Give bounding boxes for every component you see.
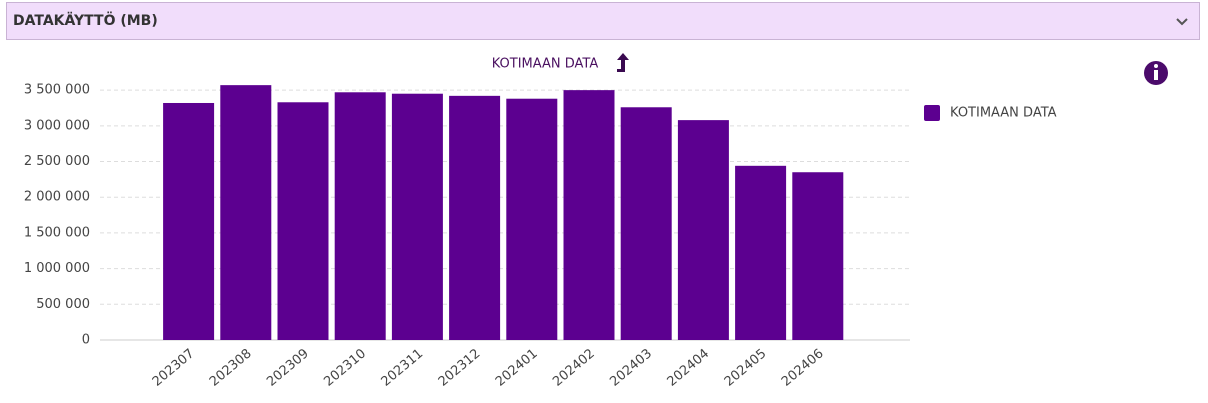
section-header[interactable]: DATAKÄYTTÖ (MB) xyxy=(6,2,1200,40)
chart-title: KOTIMAAN DATA xyxy=(492,57,599,72)
y-tick-label: 1 500 000 xyxy=(24,225,90,240)
bar xyxy=(334,92,386,341)
y-tick-label: 0 xyxy=(82,333,90,348)
y-tick-label: 500 000 xyxy=(36,297,90,312)
bar xyxy=(506,98,558,340)
bar xyxy=(163,102,215,340)
bar xyxy=(620,107,672,341)
x-tick-label: 202403 xyxy=(607,346,655,389)
bar xyxy=(677,120,729,340)
bar xyxy=(449,95,501,340)
section-title: DATAKÄYTTÖ (MB) xyxy=(13,13,158,29)
y-tick-label: 3 500 000 xyxy=(24,83,90,98)
bar xyxy=(563,90,615,340)
info-icon[interactable] xyxy=(1144,61,1168,85)
bar xyxy=(220,85,272,341)
x-tick-label: 202404 xyxy=(665,346,713,389)
x-tick-label: 202309 xyxy=(264,346,312,389)
bar xyxy=(391,93,443,340)
legend-swatch xyxy=(924,105,940,121)
y-tick-label: 2 500 000 xyxy=(24,154,90,169)
x-tick-label: 202308 xyxy=(207,346,255,389)
bar xyxy=(735,165,787,340)
x-tick-label: 202406 xyxy=(779,346,827,389)
bar xyxy=(277,102,329,341)
x-tick-label: 202405 xyxy=(722,346,770,389)
legend-label: KOTIMAAN DATA xyxy=(950,106,1057,121)
x-tick-label: 202310 xyxy=(321,346,369,389)
x-tick-label: 202311 xyxy=(379,346,427,389)
x-tick-label: 202402 xyxy=(550,346,598,389)
sort-icon[interactable] xyxy=(617,53,629,72)
x-tick-label: 202401 xyxy=(493,346,541,389)
x-tick-label: 202312 xyxy=(436,346,484,389)
y-tick-label: 1 000 000 xyxy=(24,261,90,276)
chevron-icon xyxy=(1176,18,1188,26)
y-tick-label: 2 000 000 xyxy=(24,190,90,205)
x-tick-label: 202307 xyxy=(150,346,198,389)
y-tick-label: 3 000 000 xyxy=(24,118,90,133)
bar xyxy=(792,172,844,340)
